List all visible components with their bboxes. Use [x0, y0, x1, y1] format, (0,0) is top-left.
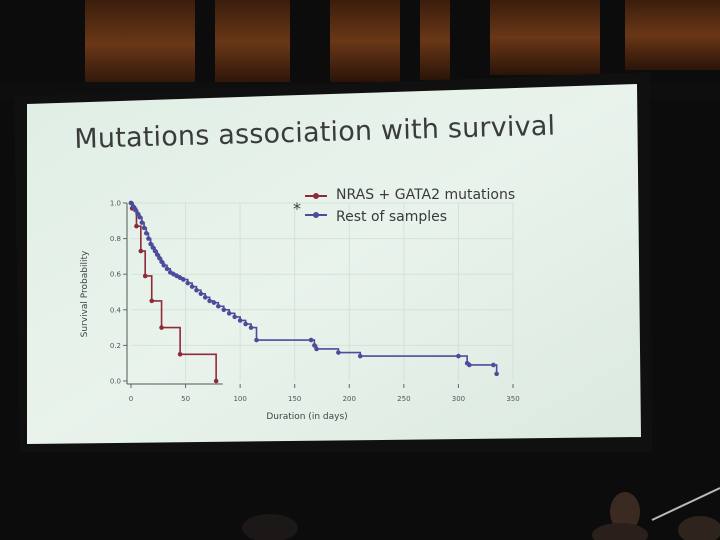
- series-point-nras-gata2: [142, 273, 148, 279]
- series-point-rest: [314, 346, 319, 352]
- audience-shoulders: [592, 523, 648, 540]
- series-point-rest: [141, 225, 147, 231]
- series-point-rest: [312, 343, 317, 348]
- series-point-rest: [146, 236, 151, 241]
- x-tick-label: 0: [129, 395, 133, 403]
- y-tick-label: 0.8: [110, 235, 121, 243]
- series-point-rest: [157, 255, 162, 261]
- chart-legend: * NRAS + GATA2 mutations Rest of samples: [293, 187, 515, 225]
- series-point-rest: [139, 220, 145, 225]
- series-point-rest: [185, 280, 191, 286]
- legend-marker-rest: [313, 212, 319, 218]
- series-point-rest: [130, 204, 136, 209]
- series-point-rest: [159, 259, 164, 265]
- series-point-rest: [221, 307, 227, 313]
- chart-ticks: 0 50 100 150 200 250 300 350 0.0 0.2 0.4 0.6 0.8 1.0: [110, 200, 520, 404]
- legend-label-rest: Rest of samples: [336, 209, 447, 225]
- series-point-rest: [133, 207, 138, 213]
- y-tick-label: 0.6: [110, 271, 122, 279]
- x-axis-label: Duration (in days): [266, 412, 347, 422]
- series-point-rest: [152, 248, 158, 254]
- series-point-rest: [254, 337, 259, 343]
- y-tick-label: 0.0: [110, 378, 121, 386]
- series-point-rest: [143, 230, 149, 236]
- x-tick-label: 200: [343, 395, 356, 403]
- series-point-rest: [128, 200, 134, 206]
- series-point-rest: [164, 266, 170, 272]
- series-point-rest: [357, 353, 363, 359]
- series-point-rest: [135, 211, 140, 216]
- legend-label-nras-gata2: NRAS + GATA2 mutations: [336, 187, 515, 203]
- x-tick-label: 150: [288, 395, 301, 403]
- series-point-nras-gata2: [213, 378, 219, 384]
- series-point-rest: [216, 303, 221, 309]
- series-point-rest: [494, 371, 499, 377]
- series-point-rest: [198, 291, 204, 297]
- series-point-nras-gata2: [159, 325, 164, 330]
- x-tick-label: 100: [233, 395, 246, 403]
- series-point-nras-gata2: [149, 298, 155, 304]
- audience-head: [678, 516, 720, 540]
- series-point-rest: [243, 321, 248, 327]
- series-point-nras-gata2: [177, 352, 183, 357]
- series-point-rest: [181, 277, 186, 282]
- x-tick-label: 300: [452, 395, 465, 403]
- series-point-rest: [202, 295, 208, 300]
- series-point-rest: [194, 287, 199, 293]
- y-tick-label: 0.2: [110, 342, 121, 350]
- wood-panel: [215, 0, 290, 85]
- series-point-rest: [232, 314, 237, 320]
- series-point-rest: [248, 325, 254, 330]
- series-point-rest: [207, 298, 212, 304]
- audience-head: [242, 514, 298, 540]
- x-tick-label: 250: [397, 395, 410, 403]
- wood-panel: [85, 0, 195, 88]
- significance-asterisk: *: [293, 199, 301, 218]
- wood-panel: [490, 0, 600, 75]
- series-point-nras-gata2: [134, 223, 139, 229]
- series-point-rest: [336, 350, 341, 355]
- x-tick-label: 350: [506, 395, 519, 403]
- cable: [651, 487, 720, 521]
- series-point-rest: [467, 362, 472, 368]
- series-point-rest: [137, 214, 143, 220]
- series-point-rest: [148, 241, 153, 247]
- series-point-rest: [237, 318, 243, 323]
- chart-axes: [126, 203, 223, 385]
- chart-series: [128, 200, 499, 384]
- series-point-rest: [308, 337, 314, 343]
- series-point-rest: [161, 263, 167, 268]
- series-point-rest: [211, 300, 217, 305]
- audience-head: [610, 492, 640, 532]
- series-point-rest: [189, 284, 195, 289]
- wood-panel: [330, 0, 400, 82]
- series-point-rest: [456, 353, 461, 359]
- legend-marker-nras-gata2: [313, 193, 319, 199]
- wood-panel: [420, 0, 450, 80]
- series-point-nras-gata2: [138, 248, 144, 254]
- series-point-rest: [226, 311, 232, 316]
- y-tick-label: 1.0: [110, 200, 121, 208]
- series-point-rest: [154, 252, 160, 257]
- x-tick-label: 50: [181, 395, 190, 403]
- chart-grid: [131, 202, 514, 381]
- series-point-rest: [491, 362, 496, 368]
- y-tick-label: 0.4: [110, 306, 122, 314]
- series-point-rest: [150, 245, 156, 250]
- wood-panel: [625, 0, 720, 70]
- y-axis-label: Survival Probability: [80, 250, 90, 337]
